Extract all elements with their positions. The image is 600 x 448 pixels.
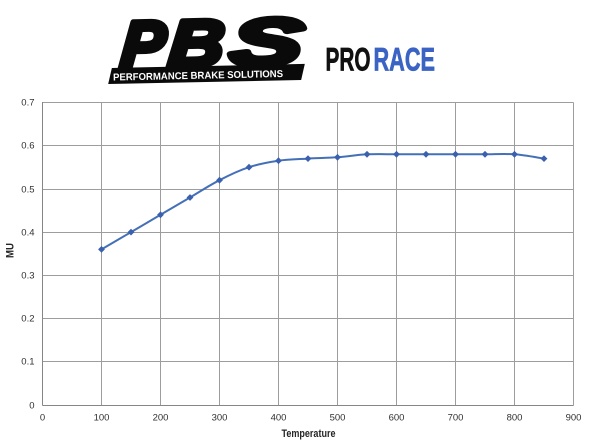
svg-text:PERFORMANCE BRAKE SOLUTIONS: PERFORMANCE BRAKE SOLUTIONS — [113, 69, 283, 84]
svg-text:0.6: 0.6 — [21, 141, 34, 152]
svg-text:0: 0 — [40, 413, 45, 424]
svg-text:200: 200 — [153, 413, 169, 424]
svg-text:800: 800 — [507, 413, 523, 424]
svg-text:700: 700 — [448, 413, 464, 424]
svg-text:900: 900 — [566, 413, 582, 424]
svg-text:0.7: 0.7 — [21, 98, 34, 109]
svg-text:600: 600 — [389, 413, 405, 424]
svg-text:100: 100 — [94, 413, 110, 424]
svg-text:500: 500 — [330, 413, 346, 424]
svg-text:0.5: 0.5 — [21, 185, 34, 196]
svg-text:RACE: RACE — [374, 41, 436, 77]
svg-text:PRO: PRO — [326, 41, 371, 77]
svg-text:0.1: 0.1 — [21, 357, 34, 368]
svg-text:300: 300 — [212, 413, 228, 424]
svg-text:0: 0 — [29, 401, 34, 412]
svg-text:Temperature: Temperature — [282, 428, 336, 440]
svg-text:400: 400 — [271, 413, 287, 424]
svg-text:MU: MU — [5, 243, 17, 258]
svg-text:0.4: 0.4 — [21, 228, 34, 239]
svg-text:0.2: 0.2 — [21, 314, 34, 325]
svg-text:0.3: 0.3 — [21, 271, 34, 282]
